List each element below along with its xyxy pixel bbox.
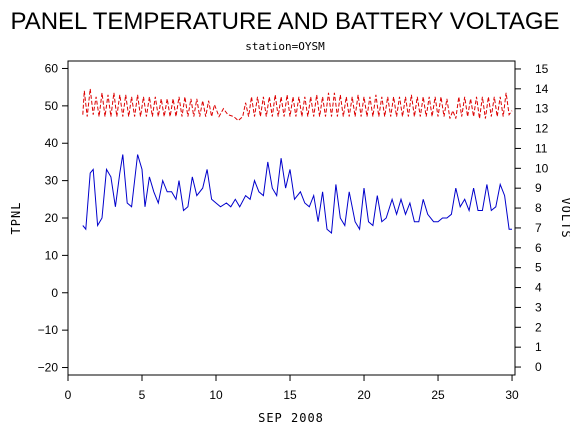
y-right-tick-label: 10 [535,161,549,175]
y-right-tick-label: 13 [535,102,549,116]
y-left-tick-label: 20 [45,211,59,225]
y-right-tick-label: 5 [535,261,542,275]
y-right-tick-label: 0 [535,360,542,374]
y-left-tick-label: 60 [45,61,59,75]
y-right-tick-label: 12 [535,122,549,136]
voltage-line [82,88,513,122]
chart-title: PANEL TEMPERATURE AND BATTERY VOLTAGE [10,8,559,35]
x-tick-label: 30 [505,388,519,402]
y-right-tick-label: 7 [535,221,542,235]
y-left-tick-label: −10 [38,323,59,337]
y-left-tick-label: 0 [51,286,58,300]
x-tick-label: 10 [209,388,223,402]
y-right-tick-label: 3 [535,300,542,314]
y-axis-right-label: VOLTS [559,197,570,238]
x-tick-label: 25 [431,388,445,402]
x-tick-label: 5 [139,388,146,402]
y-left-tick-label: 30 [45,174,59,188]
y-axis-left: −20 −10 0 10 20 30 40 50 60 [38,61,68,375]
y-right-tick-label: 15 [535,62,549,76]
y-right-tick-label: 4 [535,281,542,295]
y-right-tick-label: 14 [535,82,549,96]
y-axis-left-label: TPNL [9,202,23,235]
y-left-tick-label: −20 [38,361,59,375]
x-tick-label: 15 [283,388,297,402]
x-tick-label: 20 [357,388,371,402]
y-left-tick-label: 40 [45,136,59,150]
y-right-tick-label: 11 [535,141,548,155]
y-right-tick-label: 2 [535,320,542,334]
y-left-tick-label: 10 [45,248,59,262]
y-left-tick-label: 50 [45,99,59,113]
series-layer [82,88,513,235]
x-axis-label: SEP 2008 [258,411,324,425]
y-right-tick-label: 6 [535,241,542,255]
y-right-tick-label: 9 [535,181,542,195]
chart-subtitle: station=OYSM [245,40,325,53]
y-right-tick-label: 8 [535,201,542,215]
x-axis: 0 5 10 15 20 25 30 [65,375,519,402]
y-right-tick-label: 1 [535,340,542,354]
x-tick-label: 0 [65,388,72,402]
temperature-line [82,154,512,235]
